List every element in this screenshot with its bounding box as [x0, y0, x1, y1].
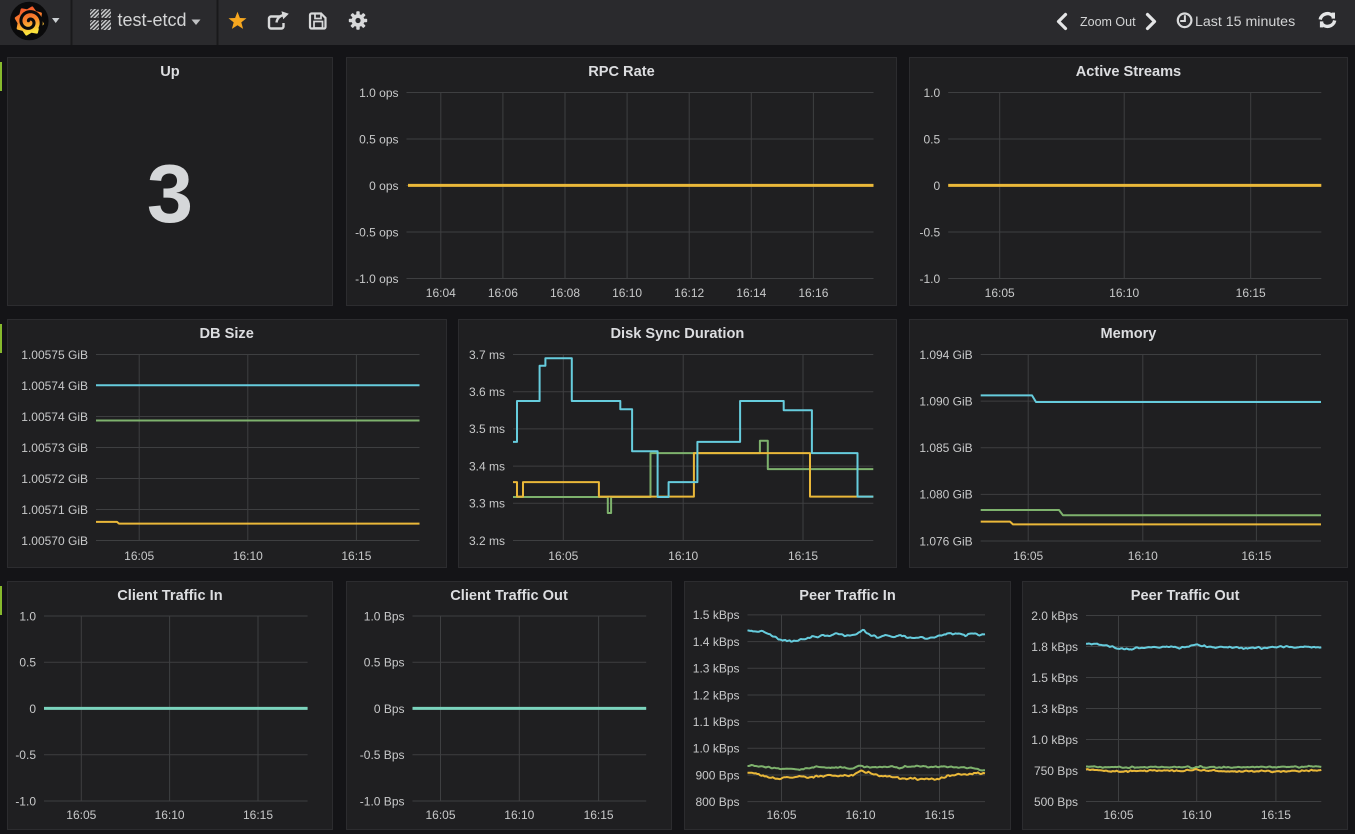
svg-text:0 ops: 0 ops: [369, 179, 398, 193]
svg-text:1.076 GiB: 1.076 GiB: [919, 534, 972, 548]
svg-text:1.00574 GiB: 1.00574 GiB: [21, 379, 88, 393]
svg-text:16:16: 16:16: [798, 286, 828, 300]
svg-text:-0.5 ops: -0.5 ops: [355, 225, 398, 239]
svg-text:-1.0 Bps: -1.0 Bps: [360, 794, 405, 808]
svg-text:1.0 kBps: 1.0 kBps: [693, 742, 740, 756]
svg-text:16:12: 16:12: [674, 286, 704, 300]
svg-text:16:06: 16:06: [488, 286, 518, 300]
svg-text:1.00574 GiB: 1.00574 GiB: [21, 410, 88, 424]
svg-text:16:05: 16:05: [66, 808, 96, 822]
svg-text:16:05: 16:05: [1103, 808, 1133, 822]
svg-text:0 Bps: 0 Bps: [374, 702, 405, 716]
svg-text:16:10: 16:10: [1128, 549, 1158, 563]
svg-text:16:15: 16:15: [924, 808, 954, 822]
svg-text:1.00572 GiB: 1.00572 GiB: [21, 472, 88, 486]
svg-text:16:10: 16:10: [1109, 286, 1139, 300]
svg-text:-1.0: -1.0: [15, 794, 36, 808]
svg-text:-0.5: -0.5: [920, 225, 941, 239]
svg-text:16:15: 16:15: [1261, 808, 1291, 822]
svg-text:1.0 Bps: 1.0 Bps: [364, 609, 405, 623]
svg-text:16:14: 16:14: [736, 286, 766, 300]
svg-text:1.090 GiB: 1.090 GiB: [919, 394, 972, 408]
svg-text:16:15: 16:15: [584, 808, 614, 822]
svg-text:3.7 ms: 3.7 ms: [469, 348, 505, 362]
svg-text:16:05: 16:05: [766, 808, 796, 822]
svg-text:16:10: 16:10: [504, 808, 534, 822]
svg-text:16:05: 16:05: [548, 549, 578, 563]
svg-text:0.5 Bps: 0.5 Bps: [364, 656, 405, 670]
svg-text:1.2 kBps: 1.2 kBps: [693, 688, 740, 702]
svg-text:3.3 ms: 3.3 ms: [469, 497, 505, 511]
svg-text:16:05: 16:05: [1013, 549, 1043, 563]
svg-text:1.094 GiB: 1.094 GiB: [919, 348, 972, 362]
svg-text:16:10: 16:10: [845, 808, 875, 822]
svg-text:1.00571 GiB: 1.00571 GiB: [21, 503, 88, 517]
svg-text:0.5: 0.5: [19, 656, 36, 670]
svg-text:-1.0 ops: -1.0 ops: [355, 272, 398, 286]
svg-text:1.0: 1.0: [924, 86, 941, 100]
svg-text:16:05: 16:05: [985, 286, 1015, 300]
svg-text:16:15: 16:15: [788, 549, 818, 563]
svg-text:1.0 kBps: 1.0 kBps: [1031, 733, 1078, 747]
svg-text:3.4 ms: 3.4 ms: [469, 459, 505, 473]
svg-text:1.080 GiB: 1.080 GiB: [919, 488, 972, 502]
svg-text:1.3 kBps: 1.3 kBps: [1031, 702, 1078, 716]
svg-text:1.3 kBps: 1.3 kBps: [693, 662, 740, 676]
svg-text:1.00570 GiB: 1.00570 GiB: [21, 534, 88, 548]
svg-text:-0.5 Bps: -0.5 Bps: [360, 748, 405, 762]
svg-text:3.2 ms: 3.2 ms: [469, 534, 505, 548]
svg-text:16:10: 16:10: [155, 808, 185, 822]
svg-text:2.0 kBps: 2.0 kBps: [1031, 609, 1078, 623]
svg-text:16:05: 16:05: [124, 549, 154, 563]
svg-text:16:10: 16:10: [1182, 808, 1212, 822]
svg-text:16:10: 16:10: [668, 549, 698, 563]
svg-text:0.5 ops: 0.5 ops: [359, 132, 398, 146]
svg-text:16:15: 16:15: [1236, 286, 1266, 300]
svg-text:3.5 ms: 3.5 ms: [469, 422, 505, 436]
svg-text:16:15: 16:15: [1241, 549, 1271, 563]
svg-text:16:15: 16:15: [243, 808, 273, 822]
svg-text:1.1 kBps: 1.1 kBps: [693, 715, 740, 729]
svg-text:500 Bps: 500 Bps: [1034, 795, 1078, 809]
svg-text:-0.5: -0.5: [15, 748, 36, 762]
svg-text:16:15: 16:15: [341, 549, 371, 563]
svg-text:750 Bps: 750 Bps: [1034, 764, 1078, 778]
svg-text:1.0 ops: 1.0 ops: [359, 86, 398, 100]
svg-text:0: 0: [29, 702, 36, 716]
svg-text:1.4 kBps: 1.4 kBps: [693, 635, 740, 649]
svg-text:-1.0: -1.0: [920, 272, 941, 286]
svg-text:1.00575 GiB: 1.00575 GiB: [21, 348, 88, 362]
svg-text:16:10: 16:10: [233, 549, 263, 563]
svg-text:1.00573 GiB: 1.00573 GiB: [21, 441, 88, 455]
svg-text:1.8 kBps: 1.8 kBps: [1031, 640, 1078, 654]
svg-text:16:04: 16:04: [426, 286, 456, 300]
svg-text:1.085 GiB: 1.085 GiB: [919, 441, 972, 455]
svg-text:900 Bps: 900 Bps: [695, 768, 739, 782]
svg-text:16:10: 16:10: [612, 286, 642, 300]
svg-text:0: 0: [934, 179, 941, 193]
svg-text:1.5 kBps: 1.5 kBps: [693, 608, 740, 622]
svg-text:3.6 ms: 3.6 ms: [469, 385, 505, 399]
svg-text:1.5 kBps: 1.5 kBps: [1031, 671, 1078, 685]
svg-text:800 Bps: 800 Bps: [695, 795, 739, 809]
svg-text:16:08: 16:08: [550, 286, 580, 300]
svg-text:1.0: 1.0: [19, 609, 36, 623]
svg-text:0.5: 0.5: [924, 132, 941, 146]
svg-text:16:05: 16:05: [425, 808, 455, 822]
